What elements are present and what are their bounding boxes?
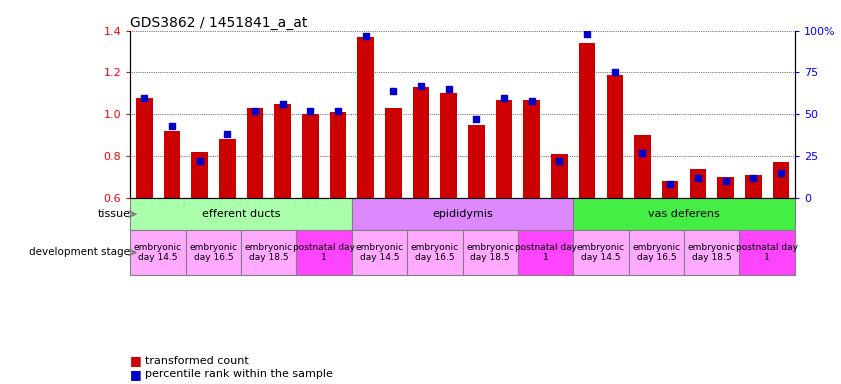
Bar: [518, 230, 574, 275]
Bar: [717, 177, 734, 198]
Bar: [662, 181, 679, 198]
Point: [525, 98, 538, 104]
Text: postnatal day
1: postnatal day 1: [736, 243, 798, 262]
Bar: [136, 98, 152, 198]
Point: [304, 108, 317, 114]
Text: postnatal day
1: postnatal day 1: [294, 243, 355, 262]
Point: [636, 150, 649, 156]
Bar: [352, 230, 407, 275]
Point: [747, 175, 760, 181]
Bar: [246, 108, 263, 198]
Bar: [407, 230, 463, 275]
Text: embryonic
day 14.5: embryonic day 14.5: [134, 243, 182, 262]
Bar: [739, 230, 795, 275]
Point: [442, 86, 456, 92]
Bar: [773, 162, 789, 198]
Bar: [191, 152, 208, 198]
Point: [580, 31, 594, 37]
Point: [137, 94, 151, 101]
Point: [775, 170, 788, 176]
Bar: [579, 43, 595, 198]
Point: [248, 108, 262, 114]
Point: [276, 101, 289, 107]
Point: [608, 70, 621, 76]
Bar: [606, 74, 623, 198]
Bar: [690, 169, 706, 198]
Bar: [130, 198, 352, 230]
Bar: [574, 230, 628, 275]
Text: postnatal day
1: postnatal day 1: [515, 243, 577, 262]
Bar: [385, 108, 402, 198]
Text: ■: ■: [130, 368, 146, 381]
Point: [553, 158, 566, 164]
Point: [331, 108, 345, 114]
Bar: [352, 198, 574, 230]
Text: embryonic
day 14.5: embryonic day 14.5: [356, 243, 404, 262]
Bar: [186, 230, 241, 275]
Text: embryonic
day 18.5: embryonic day 18.5: [466, 243, 515, 262]
Text: development stage: development stage: [29, 247, 130, 258]
Bar: [463, 230, 518, 275]
Bar: [130, 230, 186, 275]
Text: embryonic
day 18.5: embryonic day 18.5: [688, 243, 736, 262]
Bar: [241, 230, 296, 275]
Text: GDS3862 / 1451841_a_at: GDS3862 / 1451841_a_at: [130, 16, 308, 30]
Bar: [495, 99, 512, 198]
Text: embryonic
day 16.5: embryonic day 16.5: [189, 243, 237, 262]
Point: [220, 131, 234, 137]
Point: [691, 175, 705, 181]
Bar: [684, 230, 739, 275]
Point: [359, 33, 373, 39]
Point: [469, 116, 483, 122]
Bar: [628, 230, 684, 275]
Text: embryonic
day 14.5: embryonic day 14.5: [577, 243, 625, 262]
Bar: [468, 125, 484, 198]
Point: [165, 123, 178, 129]
Text: epididymis: epididymis: [432, 209, 493, 219]
Bar: [296, 230, 352, 275]
Point: [664, 181, 677, 187]
Bar: [163, 131, 180, 198]
Point: [719, 178, 733, 184]
Bar: [302, 114, 319, 198]
Bar: [330, 112, 346, 198]
Bar: [523, 99, 540, 198]
Bar: [745, 175, 761, 198]
Text: tissue: tissue: [98, 209, 130, 219]
Bar: [413, 87, 429, 198]
Text: embryonic
day 16.5: embryonic day 16.5: [410, 243, 459, 262]
Text: ■: ■: [130, 354, 146, 367]
Bar: [219, 139, 235, 198]
Bar: [574, 198, 795, 230]
Point: [497, 94, 510, 101]
Bar: [634, 135, 651, 198]
Text: vas deferens: vas deferens: [648, 209, 720, 219]
Point: [415, 83, 428, 89]
Text: percentile rank within the sample: percentile rank within the sample: [145, 369, 333, 379]
Bar: [357, 37, 374, 198]
Text: transformed count: transformed count: [145, 356, 249, 366]
Point: [193, 158, 206, 164]
Text: efferent ducts: efferent ducts: [202, 209, 280, 219]
Bar: [551, 154, 568, 198]
Point: [387, 88, 400, 94]
Bar: [441, 93, 457, 198]
Text: embryonic
day 16.5: embryonic day 16.5: [632, 243, 680, 262]
Text: embryonic
day 18.5: embryonic day 18.5: [245, 243, 293, 262]
Bar: [274, 104, 291, 198]
